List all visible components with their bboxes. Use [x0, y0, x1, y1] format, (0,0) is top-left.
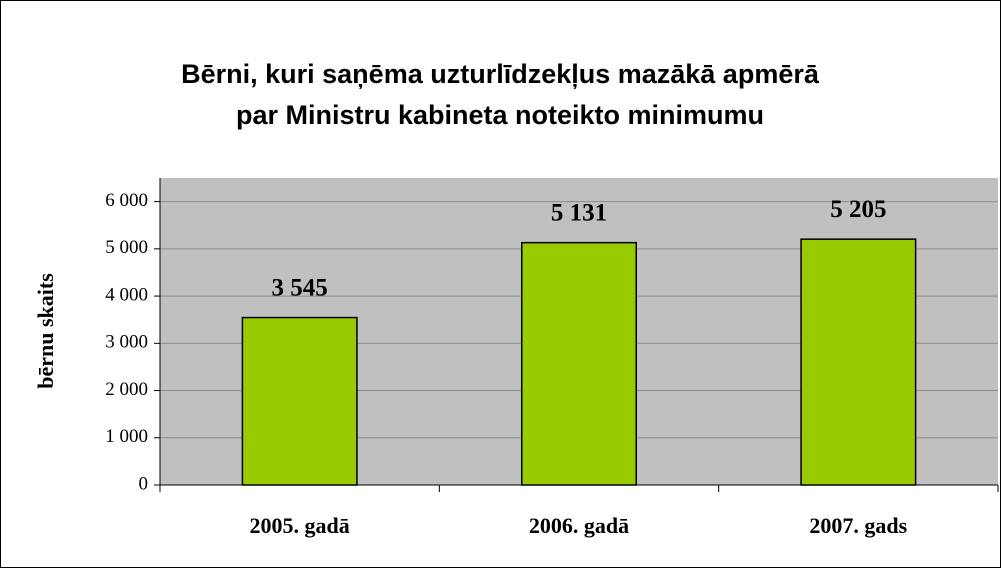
chart-title: Bērni, kuri saņēma uzturlīdzekļus mazākā… [181, 59, 820, 89]
y-tick-label: 5 000 [105, 237, 148, 258]
y-tick-label: 3 000 [105, 332, 148, 353]
bar [520, 241, 638, 486]
bar [241, 316, 358, 486]
y-axis-label: bērnu skaits [33, 273, 58, 389]
y-tick-label: 4 000 [105, 284, 148, 305]
y-tick-label: 1 000 [105, 426, 148, 447]
data-label: 3 545 [272, 274, 328, 301]
y-tick-label: 2 000 [105, 379, 148, 400]
data-label: 5 131 [551, 199, 607, 226]
data-label: 5 205 [830, 196, 886, 223]
y-tick-label: 0 [139, 473, 149, 494]
x-tick-label: 2007. gads [809, 513, 907, 538]
y-tick-label: 6 000 [105, 190, 148, 211]
chart-title: par Ministru kabineta noteikto minimumu [236, 100, 764, 130]
x-tick-label: 2005. gadā [250, 513, 350, 538]
bar [800, 238, 917, 486]
x-tick-label: 2006. gadā [529, 513, 629, 538]
